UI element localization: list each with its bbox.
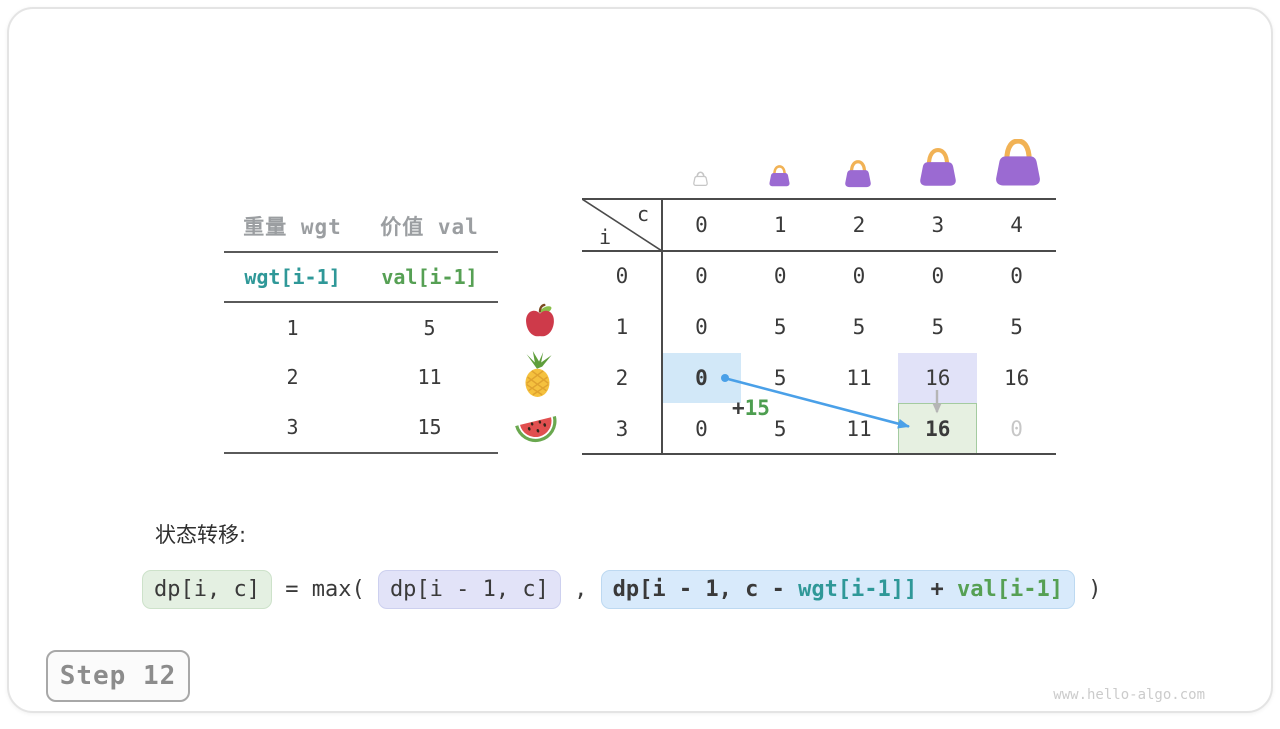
dp-cell-r0c0: 0 (695, 264, 708, 289)
item-3-weight: 3 (286, 414, 299, 439)
dp-table-header-rule (582, 250, 1056, 252)
watermark: www.hello-algo.com (1053, 687, 1205, 703)
col-header-1: 1 (773, 213, 787, 237)
add-value-annotation: +15 (732, 396, 770, 420)
bag-icon-capacity-2 (843, 160, 873, 192)
watermelon-icon (513, 411, 559, 449)
dp-cell-r2c4: 16 (1003, 365, 1030, 390)
dp-cell-r1c3: 5 (931, 315, 945, 340)
bag-icon-capacity-1 (768, 165, 791, 191)
formula-arg2-pill: dp[i - 1, c - wgt[i-1]] + val[i-1] (600, 570, 1076, 609)
diagonal-divider (582, 199, 662, 251)
row-header-3: 3 (615, 416, 629, 441)
pineapple-icon (519, 351, 557, 402)
item-1-weight: 1 (286, 315, 299, 340)
dp-table-bottom-rule (582, 452, 1056, 455)
dp-cell-r1c2: 5 (852, 315, 866, 340)
step-label: Step 12 (59, 661, 177, 691)
items-table-header: 重量 wgt 价值 val (224, 200, 498, 251)
capacity-axis-label: c (636, 202, 649, 226)
formula-close-paren: ) (1075, 577, 1102, 602)
items-table-body: 1 5 2 11 3 15 (224, 301, 498, 454)
dp-cell-r2c3-compare: 16 (898, 352, 978, 404)
item-3-value: 15 (417, 414, 442, 439)
state-transition-formula: dp[i, c] = max( dp[i - 1, c] , dp[i - 1,… (142, 566, 1102, 613)
formula-arg2-plus: + (917, 577, 958, 602)
dp-table: c i 0 1 2 3 4 0 0 0 0 0 0 1 0 5 5 5 5 2 … (582, 199, 1056, 454)
dp-corner-cell: c i (582, 199, 662, 251)
val-index-label: val[i-1] (381, 265, 478, 289)
dp-table-vertical-rule (661, 198, 663, 454)
formula-section-title: 状态转移: (155, 523, 247, 547)
plus-sign: + (732, 396, 745, 420)
col-header-4: 4 (1010, 213, 1023, 237)
dp-cell-r0c2: 0 (852, 264, 866, 289)
formula-equals-max: = max( (271, 577, 378, 602)
apple-icon (523, 303, 557, 343)
col-header-0: 0 (695, 213, 708, 237)
dp-cell-r3c2: 11 (846, 416, 872, 441)
item-row-3: 3 15 (224, 402, 498, 452)
step-badge: Step 12 (46, 650, 190, 702)
col-header-2: 2 (852, 213, 866, 237)
item-row-1: 1 5 (224, 303, 498, 353)
dp-table-top-rule (582, 197, 1056, 200)
item-2-weight: 2 (286, 365, 299, 390)
bag-icon-capacity-3 (918, 147, 958, 191)
row-header-1: 1 (615, 315, 629, 340)
item-axis-label: i (599, 225, 612, 249)
formula-wgt-term: wgt[i-1]] (798, 577, 918, 602)
items-table: 重量 wgt 价值 val wgt[i-1] val[i-1] 1 5 2 11… (224, 200, 498, 454)
dp-cell-r3c3-target: 16 (898, 403, 978, 454)
weight-column-header: 重量 wgt (243, 214, 342, 239)
formula-arg1-pill: dp[i - 1, c] (377, 570, 561, 609)
dp-cell-r2c0-source: 0 (662, 352, 741, 404)
dp-cell-r1c4: 5 (1010, 315, 1023, 340)
items-index-row: wgt[i-1] val[i-1] (224, 251, 498, 301)
dp-cell-r3c4-faded: 0 (1010, 416, 1023, 441)
col-header-3: 3 (931, 213, 945, 237)
bag-icon-capacity-4 (993, 138, 1043, 191)
formula-lhs-pill: dp[i, c] (142, 570, 272, 609)
wgt-index-label: wgt[i-1] (244, 265, 341, 289)
slide-canvas: 重量 wgt 价值 val wgt[i-1] val[i-1] 1 5 2 11… (7, 7, 1273, 713)
row-header-2: 2 (615, 365, 629, 390)
value-column-header: 价值 val (380, 214, 479, 239)
bag-icon-capacity-0 (693, 170, 708, 191)
item-2-value: 11 (417, 365, 442, 390)
formula-comma: , (560, 577, 601, 602)
dp-cell-r2c2: 11 (846, 365, 872, 390)
dp-cell-r0c3: 0 (931, 264, 945, 289)
dp-cell-r0c4: 0 (1010, 264, 1023, 289)
dp-cell-r0c1: 0 (773, 264, 787, 289)
item-1-value: 5 (423, 315, 436, 340)
dp-cell-r1c1: 5 (773, 315, 787, 340)
formula-val-term: val[i-1] (957, 577, 1064, 602)
formula-arg2-prefix: dp[i - 1, c - (612, 577, 799, 602)
item-row-2: 2 11 (224, 353, 498, 403)
added-value: 15 (744, 396, 770, 420)
dp-cell-r3c0: 0 (695, 416, 708, 441)
row-header-0: 0 (615, 264, 629, 289)
dp-cell-r1c0: 0 (695, 315, 708, 340)
